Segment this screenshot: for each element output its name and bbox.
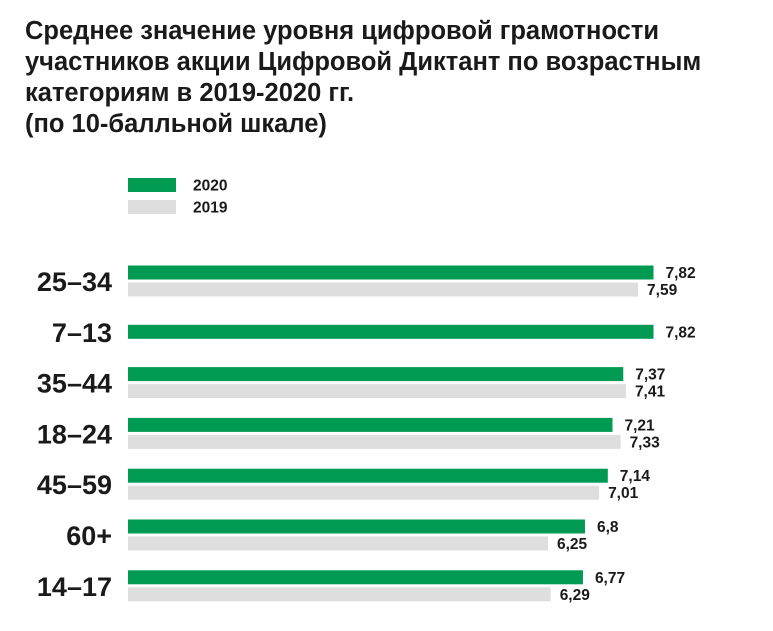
category-label: 45–59 xyxy=(37,470,112,500)
bar-2020 xyxy=(128,324,654,339)
value-label-2019: 6,29 xyxy=(560,587,591,604)
value-label-2020: 7,14 xyxy=(620,468,651,485)
bar-2019 xyxy=(128,384,626,399)
value-label-2019: 7,59 xyxy=(647,282,678,299)
legend-label-2019: 2019 xyxy=(193,200,228,217)
category-label: 7–13 xyxy=(52,318,112,348)
value-label-2019: 7,41 xyxy=(635,384,666,401)
category-label: 60+ xyxy=(66,521,112,551)
value-label-2020: 6,77 xyxy=(595,570,625,587)
legend-swatch-2019 xyxy=(128,200,176,214)
chart-title-line: категориям в 2019-2020 гг. xyxy=(25,79,355,107)
category-label: 14–17 xyxy=(37,572,112,602)
value-label-2019: 7,01 xyxy=(608,485,639,502)
bar-2020 xyxy=(128,570,583,585)
bar-2020 xyxy=(128,417,613,432)
bar-2019 xyxy=(128,536,548,551)
chart-title: Среднее значение уровня цифровой грамотн… xyxy=(25,16,765,140)
value-label-2020: 7,21 xyxy=(625,417,656,434)
value-label-2020: 7,82 xyxy=(666,324,696,341)
chart-title-line: участников акции Цифровой Диктант по воз… xyxy=(25,48,702,76)
value-label-2019: 7,33 xyxy=(630,434,661,451)
category-label: 18–24 xyxy=(37,419,112,449)
bar-2019 xyxy=(128,282,639,297)
value-label-2020: 7,37 xyxy=(635,367,665,384)
value-label-2020: 6,8 xyxy=(597,519,619,536)
legend-swatch-2020 xyxy=(128,178,176,192)
bar-2020 xyxy=(128,367,624,382)
chart-title-line: Среднее значение уровня цифровой грамотн… xyxy=(25,17,660,45)
bar-2019 xyxy=(128,587,551,602)
legend-label-2020: 2020 xyxy=(193,178,227,195)
category-label: 35–44 xyxy=(37,369,112,399)
bar-2020 xyxy=(128,519,585,534)
category-label: 25–34 xyxy=(37,267,112,297)
bar-2020 xyxy=(128,265,654,280)
value-label-2019: 6,25 xyxy=(557,536,588,553)
bar-2019 xyxy=(128,434,621,449)
chart-title-line: (по 10-балльной шкале) xyxy=(25,110,327,138)
bar-2019 xyxy=(128,485,600,500)
value-label-2020: 7,82 xyxy=(666,265,696,282)
bar-2020 xyxy=(128,468,608,483)
